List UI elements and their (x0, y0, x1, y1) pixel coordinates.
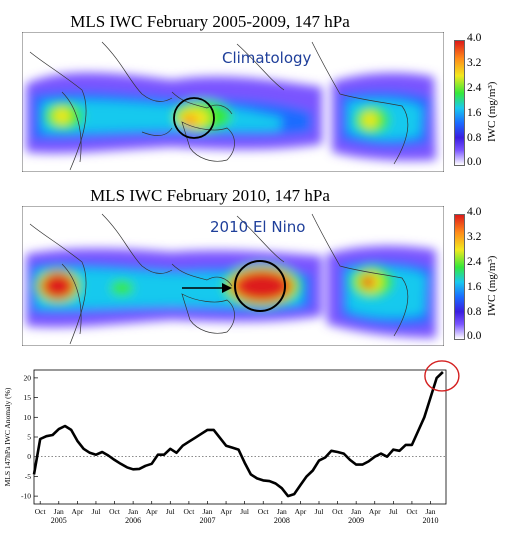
panel1-colorbar (454, 40, 465, 166)
panel1-colorbar-label: IWC (mg/m³) (486, 81, 498, 142)
x-tick-label: Jul (166, 507, 175, 516)
y-tick-label: -10 (21, 492, 31, 501)
x-tick-label: Jan (426, 507, 436, 516)
panel2-colorbar-label: IWC (mg/m³) (486, 255, 498, 316)
highlight-circle (234, 260, 286, 312)
plot-frame (33, 369, 447, 505)
iwc-field (26, 72, 436, 161)
x-tick-label: Oct (183, 507, 195, 516)
x-tick-label: Jan (277, 507, 287, 516)
x-tick-label: Jul (315, 507, 324, 516)
y-axis-ticks: -10 -5 0 5 10 15 20 (21, 373, 38, 501)
panel1-colorbar-tick: 4.0 (467, 32, 482, 44)
panel1-colorbar-tick: 0.8 (467, 132, 482, 144)
coastlines (29, 41, 409, 171)
x-tick-label: Apr (220, 507, 232, 516)
x-tick-label: Apr (146, 507, 158, 516)
panel1-title: MLS IWC February 2005-2009, 147 hPa (70, 12, 350, 31)
x-tick-label: Jan (202, 507, 212, 516)
x-year-label: 2008 (274, 516, 290, 525)
recent-value-highlight-circle (424, 360, 460, 392)
x-year-label: 2005 (51, 516, 67, 525)
x-year-label: 2010 (423, 516, 439, 525)
panel2-colorbar (454, 214, 465, 340)
y-tick-label: 15 (24, 393, 32, 402)
panel2-colorbar-tick: 2.4 (467, 256, 482, 268)
x-tick-label: Apr (295, 507, 307, 516)
iwc-field (26, 245, 436, 338)
x-tick-label: Oct (332, 507, 344, 516)
x-tick-label: Jul (240, 507, 249, 516)
x-year-label: 2009 (348, 516, 364, 525)
y-tick-label: 20 (24, 373, 32, 382)
shift-arrow (182, 283, 232, 293)
x-tick-label: Oct (407, 507, 419, 516)
x-year-label: 2006 (125, 516, 141, 525)
panel1-colorbar-tick: 3.2 (467, 57, 482, 69)
y-tick-label: 5 (27, 433, 31, 442)
y-tick-label: 0 (27, 452, 31, 461)
panel2-title: MLS IWC February 2010, 147 hPa (90, 186, 330, 205)
coastlines (29, 213, 409, 345)
x-tick-label: Oct (258, 507, 270, 516)
x-tick-label: Jul (389, 507, 398, 516)
panel1-colorbar-tick: 2.4 (467, 82, 482, 94)
panel1-annotation: Climatology (222, 49, 312, 67)
panel2-map (22, 206, 444, 346)
panel2-colorbar-tick: 4.0 (467, 206, 482, 218)
x-tick-label: Jul (92, 507, 101, 516)
x-tick-label: Jan (54, 507, 64, 516)
panel1-colorbar-tick: 1.6 (467, 107, 482, 119)
y-axis-label: MLS 147hPa IWC Anomaly (%) (3, 387, 12, 486)
y-tick-label: -5 (25, 472, 31, 481)
panel2-colorbar-tick: 3.2 (467, 231, 482, 243)
x-tick-label: Oct (35, 507, 47, 516)
x-axis-ticks: Oct Jan Apr Jul Oct Jan Apr Jul Oct Jan Apr Jul Oct J… (35, 501, 439, 525)
panel1-map (22, 32, 444, 172)
highlight-circle (173, 97, 215, 139)
x-tick-label: Jan (128, 507, 138, 516)
panel2-colorbar-tick: 0.8 (467, 306, 482, 318)
x-tick-label: Jan (351, 507, 361, 516)
panel2-colorbar-tick: 0.0 (467, 330, 482, 342)
panel2-annotation: 2010 El Nino (210, 218, 306, 236)
anomaly-series-line (32, 371, 444, 498)
panel1-colorbar-tick: 0.0 (467, 156, 482, 168)
panel2-colorbar-tick: 1.6 (467, 281, 482, 293)
x-tick-label: Apr (72, 507, 84, 516)
x-tick-label: Oct (109, 507, 121, 516)
x-tick-label: Apr (369, 507, 381, 516)
x-year-label: 2007 (199, 516, 215, 525)
y-tick-label: 10 (24, 413, 32, 422)
